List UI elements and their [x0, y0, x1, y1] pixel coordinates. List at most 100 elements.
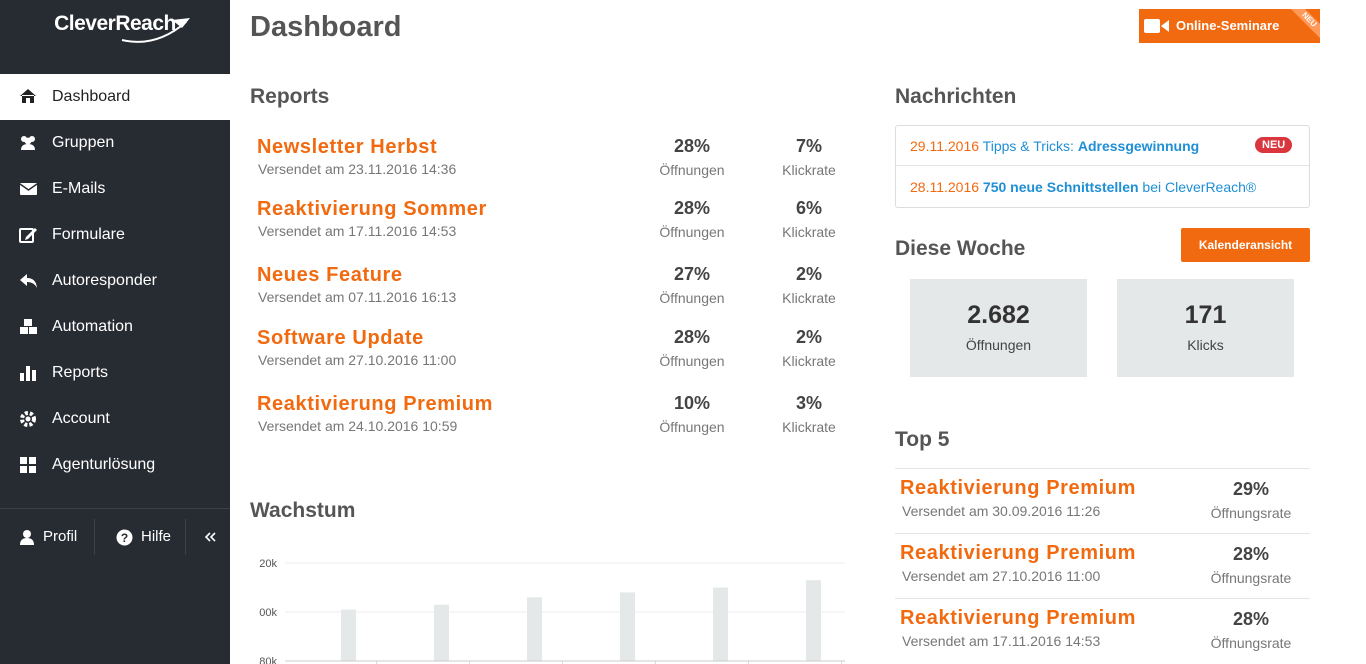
nav-label: Reports: [52, 364, 109, 381]
click-label: Klickrate: [782, 224, 836, 240]
report-name[interactable]: Newsletter Herbst: [257, 136, 438, 158]
report-sent: Versendet am 27.10.2016 11:00: [258, 352, 457, 368]
divider: [185, 519, 186, 555]
nav-label: Dashboard: [52, 88, 131, 105]
stat-value: 2.682: [967, 301, 1030, 329]
nav-item[interactable]: E-Mails: [0, 166, 230, 212]
report-sent: Versendet am 23.11.2016 14:36: [258, 161, 457, 177]
divider: [94, 519, 95, 555]
top5-name[interactable]: Reaktivierung Premium: [900, 477, 1137, 499]
report-sent: Versendet am 07.11.2016 16:13: [258, 289, 457, 305]
news-bold: Adressgewinnung: [1077, 138, 1200, 154]
nav-icon: [19, 228, 37, 243]
logo[interactable]: CleverReach: [54, 12, 176, 35]
seminar-button[interactable]: Online-Seminare NEU: [1139, 9, 1320, 43]
nav-label: Agenturlösung: [52, 456, 156, 473]
nav-item[interactable]: Dashboard: [0, 74, 230, 120]
top5-name[interactable]: Reaktivierung Premium: [900, 542, 1137, 564]
news-date: 28.11.2016: [910, 179, 980, 195]
stat-card: 2.682 Öffnungen: [910, 279, 1087, 377]
top5-label: Öffnungsrate: [1210, 505, 1292, 521]
news-date: 29.11.2016: [910, 138, 980, 154]
open-rate: 28%: [673, 136, 711, 156]
click-rate: 2%: [795, 327, 822, 347]
top5-sent: Versendet am 30.09.2016 11:26: [902, 503, 1101, 519]
nav-label: E-Mails: [52, 180, 106, 197]
nav-icon: [21, 136, 35, 150]
open-rate: 28%: [673, 327, 711, 347]
report-name[interactable]: Software Update: [257, 327, 424, 349]
nav-item[interactable]: Automation: [0, 304, 230, 350]
news-box: 29.11.2016 Tipps & Tricks: Adressgewinnu…: [895, 125, 1310, 208]
nav-label: Gruppen: [52, 134, 115, 151]
report-sent: Versendet am 24.10.2016 10:59: [258, 418, 458, 434]
bar: [341, 609, 356, 661]
nav-label: Formulare: [52, 226, 125, 243]
click-label: Klickrate: [782, 419, 836, 435]
help-link[interactable]: Hilfe: [141, 528, 172, 545]
news-item[interactable]: 29.11.2016 Tipps & Tricks: Adressgewinnu…: [896, 126, 1309, 166]
y-tick-label: 20k: [259, 558, 277, 570]
collapse-button[interactable]: [205, 532, 216, 542]
top5-title: Top 5: [895, 428, 950, 451]
stat-label: Öffnungen: [965, 337, 1032, 353]
bar: [806, 580, 821, 661]
click-label: Klickrate: [782, 162, 836, 178]
top5-rate: 28%: [1232, 544, 1270, 564]
news-bold: 750 neue Schnittstellen: [982, 179, 1139, 195]
click-rate: 6%: [795, 198, 822, 218]
report-name[interactable]: Reaktivierung Sommer: [257, 198, 487, 220]
calendar-button[interactable]: Kalenderansicht: [1181, 228, 1310, 262]
click-rate: 2%: [795, 264, 822, 284]
click-rate: 7%: [795, 136, 822, 156]
news-badge: NEU: [1255, 137, 1293, 153]
news-text: bei CleverReach®: [1142, 179, 1257, 195]
nav-item[interactable]: Reports: [0, 350, 230, 396]
bar: [713, 587, 728, 661]
top5-name[interactable]: Reaktivierung Premium: [900, 607, 1137, 629]
top5-row: [895, 598, 1310, 664]
top5-sent: Versendet am 17.11.2016 14:53: [902, 633, 1101, 649]
new-badge: NEU: [1287, 9, 1320, 42]
sidebar: CleverReach Dashboard Gruppen E-Mails Formu…: [0, 0, 230, 664]
report-sent: Versendet am 17.11.2016 14:53: [258, 223, 457, 239]
growth-title: Wachstum: [250, 499, 356, 522]
nav-item[interactable]: Formulare: [0, 212, 230, 258]
nav-item[interactable]: Agenturlösung: [0, 442, 230, 488]
report-name[interactable]: Neues Feature: [257, 264, 403, 286]
profile-icon: [20, 530, 34, 545]
news-item[interactable]: 28.11.2016 750 neue Schnittstellen bei C…: [896, 167, 1309, 207]
nav-label: Account: [52, 410, 110, 427]
reports-title: Reports: [250, 85, 330, 108]
top5-row: [895, 468, 1310, 534]
open-label: Öffnungen: [659, 353, 725, 369]
nav-icon: [20, 319, 37, 334]
open-rate: 10%: [673, 393, 711, 413]
open-label: Öffnungen: [659, 290, 725, 306]
nav-icon: [20, 366, 36, 381]
news-text: Tipps & Tricks:: [982, 138, 1074, 154]
report-name[interactable]: Reaktivierung Premium: [257, 393, 494, 415]
nav-item[interactable]: Gruppen: [0, 120, 230, 166]
open-rate: 27%: [673, 264, 711, 284]
nav-icon: [19, 183, 38, 195]
top5-label: Öffnungsrate: [1210, 635, 1292, 651]
y-tick-label: 80k: [259, 656, 277, 664]
news-title: Nachrichten: [895, 85, 1017, 108]
open-label: Öffnungen: [659, 162, 725, 178]
top5-row: [895, 533, 1310, 599]
bar: [620, 592, 635, 661]
page-title: Dashboard: [250, 11, 402, 43]
seminar-label: Online-Seminare: [1176, 18, 1280, 33]
nav-item[interactable]: Account: [0, 396, 230, 442]
sidebar-footer: Profil ? Hilfe: [0, 508, 230, 566]
nav-icon: [20, 89, 36, 103]
help-icon: ?: [116, 529, 133, 546]
open-label: Öffnungen: [659, 419, 725, 435]
profile-link[interactable]: Profil: [43, 528, 78, 545]
nav-icon: [20, 411, 36, 427]
nav-item[interactable]: Autoresponder: [0, 258, 230, 304]
